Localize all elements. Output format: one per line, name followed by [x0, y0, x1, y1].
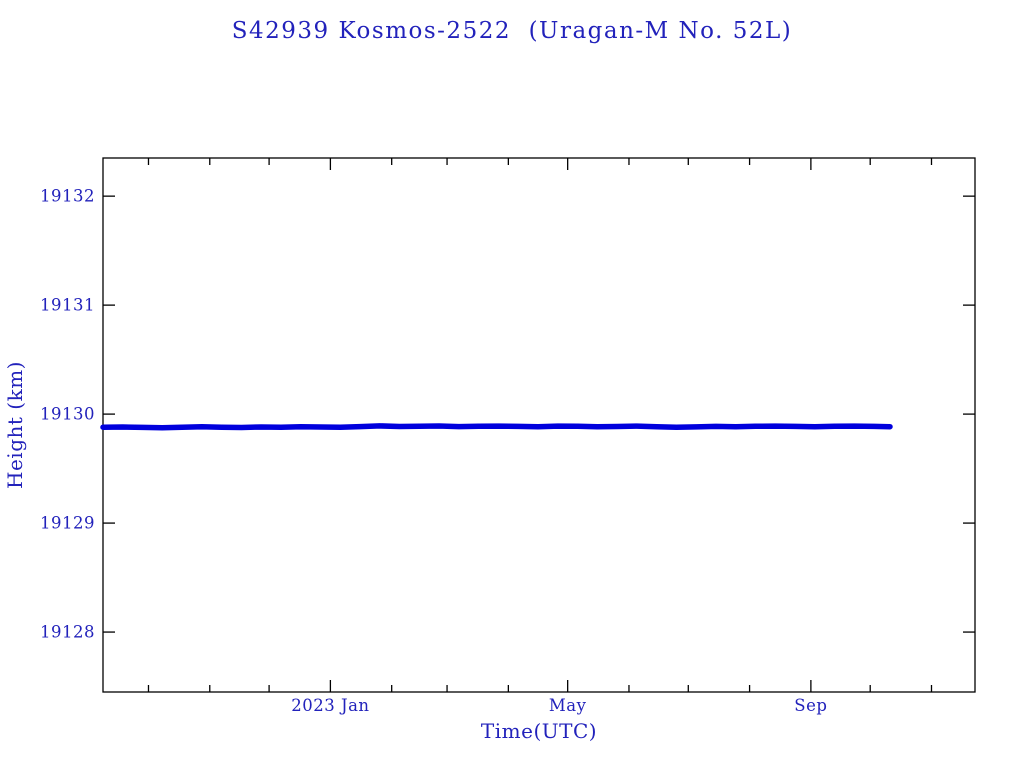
data-series-height-km [100, 423, 893, 431]
y-tick-label: 19131 [40, 296, 95, 315]
y-tick-label: 19129 [40, 514, 95, 533]
y-tick-label: 19132 [40, 187, 95, 206]
y-tick-label: 19130 [40, 405, 95, 424]
x-tick-label: May [549, 696, 587, 715]
x-axis-label: Time(UTC) [480, 719, 598, 743]
x-tick-label: Sep [794, 696, 827, 715]
x-tick-label: 2023 Jan [291, 696, 369, 715]
chart-title: S42939 Kosmos-2522 (Uragan-M No. 52L) [231, 18, 793, 44]
y-tick-label: 19128 [40, 623, 95, 642]
